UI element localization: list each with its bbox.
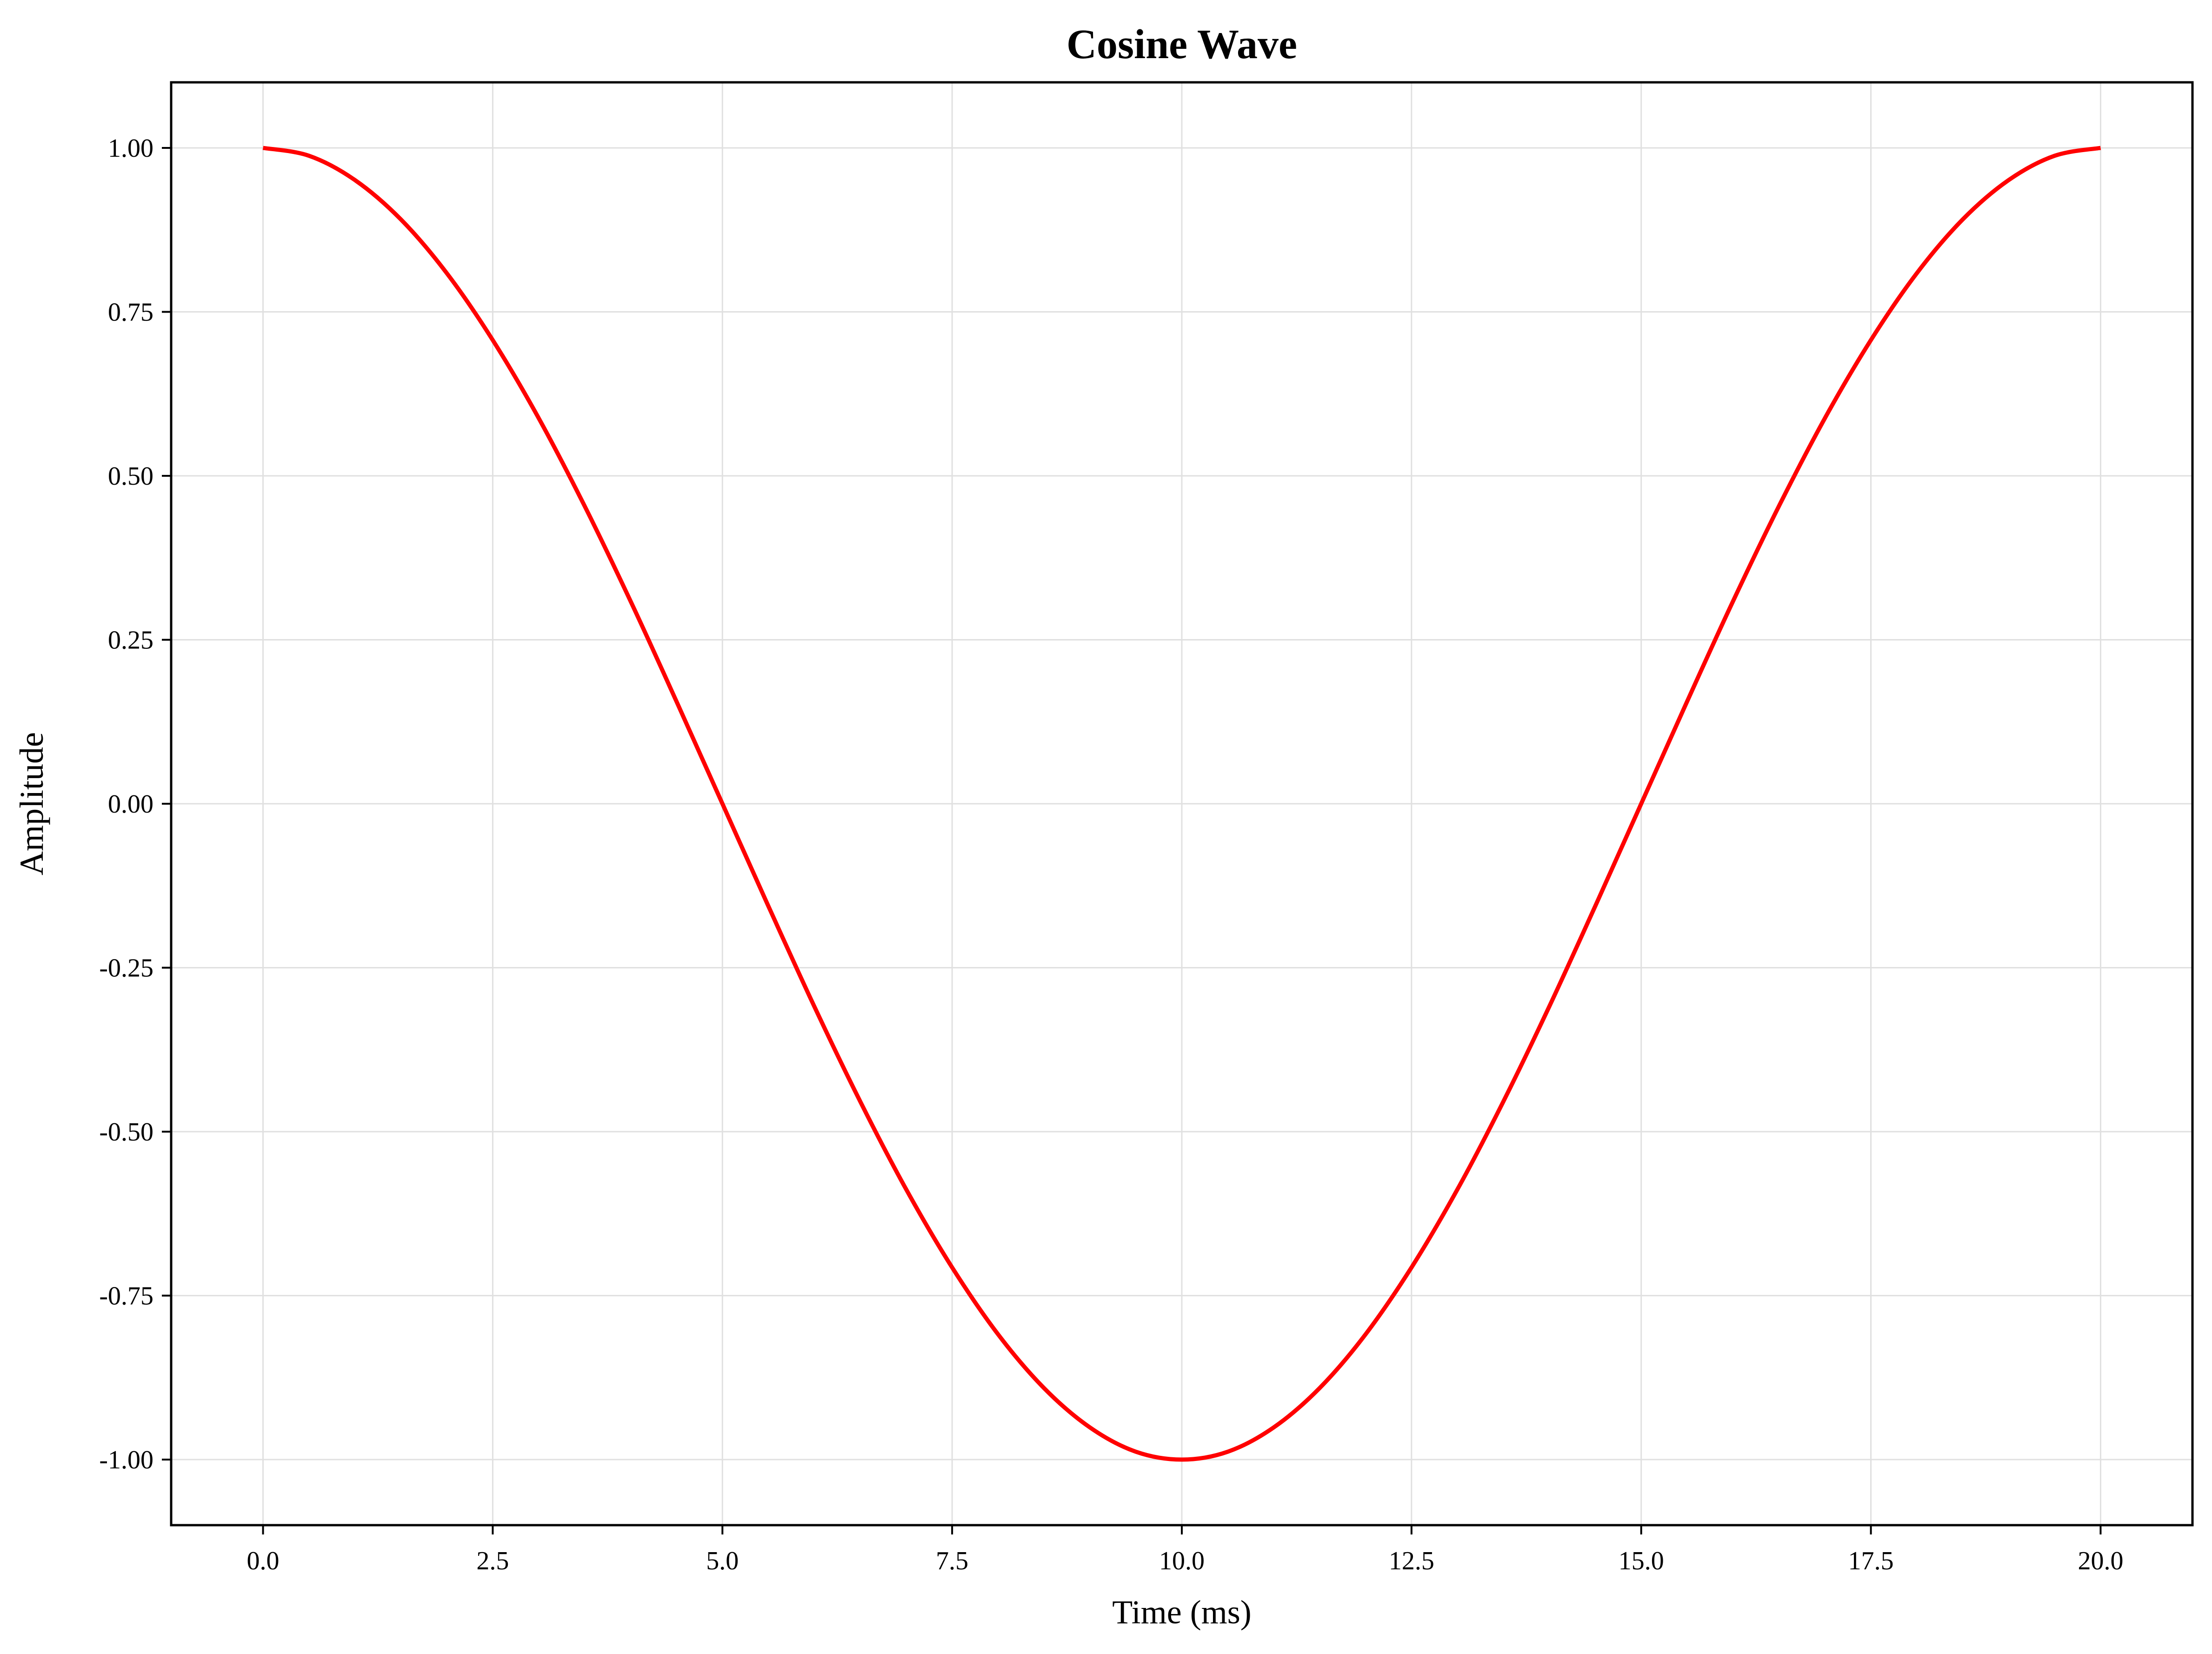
y-tick-label: -0.25 <box>99 954 153 983</box>
series-layer <box>262 146 2101 1462</box>
y-tick-label: 0.75 <box>108 298 153 327</box>
y-tick-label: 0.00 <box>108 790 153 819</box>
series-line <box>262 146 2101 1462</box>
y-axis: 1.00 0.75 0.50 0.25 0.00 -0.25 -0.50 -0.75 -1.00 <box>99 134 171 1474</box>
y-tick-label: -1.00 <box>99 1446 153 1474</box>
chart-title: Cosine Wave <box>1066 21 1297 67</box>
y-tick-label: 0.25 <box>108 626 153 655</box>
y-tick-label: 1.00 <box>108 134 153 163</box>
y-tick-label: -0.75 <box>99 1282 153 1311</box>
x-tick-label: 2.5 <box>476 1547 509 1575</box>
x-axis: 0.0 2.5 5.0 7.5 10.0 12.5 15.0 17.5 20.0 <box>247 1525 2123 1575</box>
x-tick-label: 12.5 <box>1389 1547 1434 1575</box>
x-tick-label: 10.0 <box>1159 1547 1205 1575</box>
x-tick-label: 20.0 <box>2078 1547 2123 1575</box>
x-tick-label: 15.0 <box>1619 1547 1664 1575</box>
y-tick-label: -0.50 <box>99 1118 153 1147</box>
x-tick-label: 7.5 <box>936 1547 968 1575</box>
x-tick-label: 5.0 <box>706 1547 739 1575</box>
x-tick-label: 0.0 <box>247 1547 280 1575</box>
x-tick-label: 17.5 <box>1848 1547 1894 1575</box>
y-tick-label: 0.50 <box>108 462 153 491</box>
y-axis-label: Amplitude <box>13 732 50 875</box>
x-axis-label: Time (ms) <box>1112 1594 1251 1631</box>
